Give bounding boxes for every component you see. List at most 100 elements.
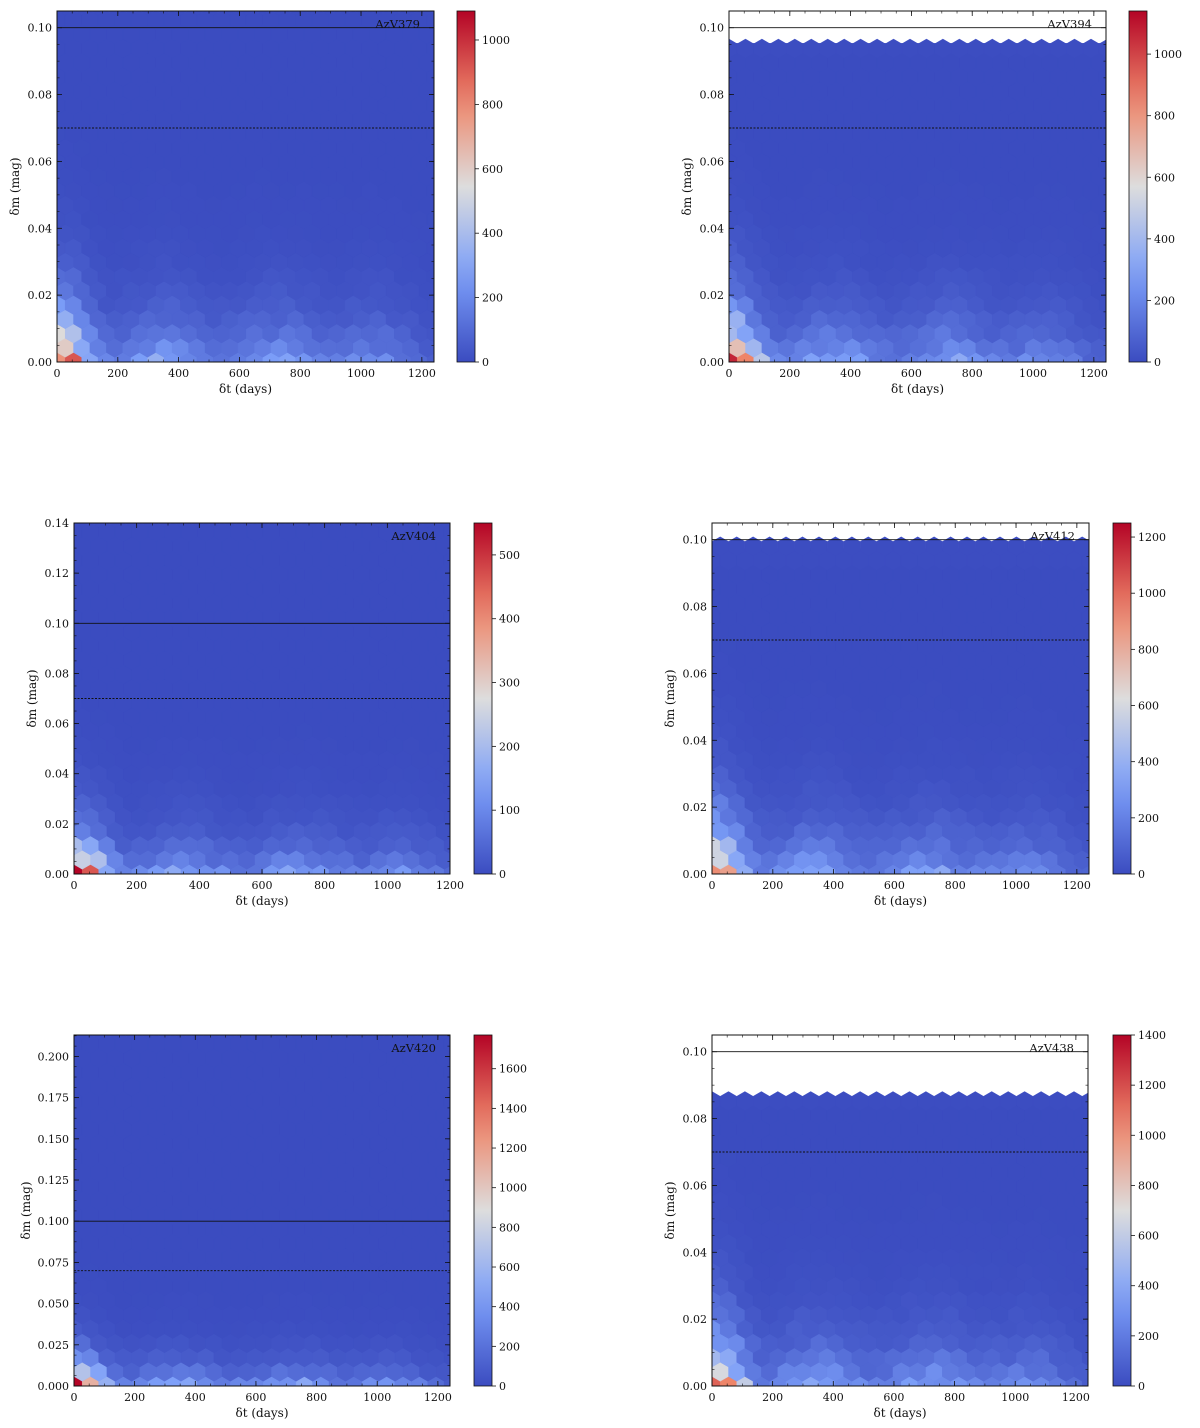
hexbin-cell (90, 1035, 107, 1040)
x-tick-label: 600 (252, 879, 273, 892)
x-tick-label: 400 (185, 1391, 206, 1404)
hexbin-cell (1091, 765, 1107, 784)
hexbin-cell (704, 324, 721, 343)
hexbin-cell (49, 751, 66, 770)
colorbar-tick-label: 400 (1138, 1280, 1159, 1293)
colorbar: 0 200 400 600 800 1000 1200 1400 (1112, 1029, 1166, 1393)
hexbin-cell (453, 1106, 469, 1125)
hexbin-cell (1108, 110, 1124, 129)
star-label: AzV420 (390, 1041, 436, 1055)
hexbin-cell (1091, 850, 1107, 869)
hexbin-cell (687, 1092, 704, 1111)
y-tick-label: 0.100 (38, 1215, 70, 1228)
hexbin-cell (49, 779, 66, 798)
x-axis-label: δt (days) (236, 1406, 289, 1420)
colorbar-tick-label: 100 (499, 804, 520, 817)
colorbar-tick-label: 800 (1138, 643, 1159, 656)
hexbin-cell (74, 1281, 75, 1292)
hexbin-cell (453, 1077, 469, 1096)
colorbar-tick-label: 400 (482, 227, 503, 240)
colorbar-tick-label: 1600 (499, 1063, 527, 1076)
y-tick-label: 0.02 (45, 818, 70, 831)
hexbin-cell (337, 11, 353, 16)
hexbin-cell (687, 637, 704, 656)
hexbin-cell (436, 281, 452, 300)
hexbin-cell (712, 1138, 713, 1149)
colorbar-tick-label: 200 (499, 740, 520, 753)
colorbar-tick-label: 1200 (1138, 1079, 1166, 1092)
hexbin-cell (1091, 822, 1107, 841)
chart-panel-azv438: 0 200 400 600 800 1000 1200 0.00 0.02 0.04 0.06 0.0… (663, 1029, 1166, 1420)
hexbin-cell (206, 523, 222, 528)
hexbin-cell (354, 523, 370, 528)
hexbin-cell (712, 1338, 713, 1349)
hexbin-cell (287, 11, 304, 16)
colorbar-tick-label: 400 (1138, 756, 1159, 769)
hexbin-cell (1091, 1134, 1107, 1153)
hexbin-cell (32, 125, 49, 144)
hexbin-cell (370, 1035, 387, 1040)
hexbin-cell (436, 196, 452, 215)
hexbin-cell (453, 1020, 469, 1039)
hexbin-cell (271, 1035, 288, 1040)
hexbin-cell (49, 1320, 66, 1339)
colorbar-tick-label: 1200 (499, 1142, 527, 1155)
hexbin-cell (32, 39, 49, 58)
hexbin-cell (436, 139, 452, 158)
hexbin-cell (436, 25, 452, 44)
hexbin-cell (156, 1035, 173, 1040)
hexbin-cell (436, 167, 452, 186)
hexbin-cell (712, 1195, 713, 1206)
hexbin-cell (320, 11, 337, 16)
y-tick-label: 0.04 (683, 734, 708, 747)
hexbin-cell (41, 0, 58, 15)
hexbin-cell (453, 1334, 469, 1353)
x-tick-label: 0 (71, 1391, 78, 1404)
hexbin-cell (74, 683, 75, 694)
hexbin-cell (123, 11, 139, 16)
hexbin-cell (729, 314, 730, 325)
y-tick-label: 0.00 (683, 868, 708, 881)
hexbin-cell (419, 1035, 436, 1040)
colorbar: 0 200 400 600 800 1000 (456, 10, 510, 369)
y-tick-label: 0.150 (38, 1133, 70, 1146)
hexbin-cell (453, 822, 469, 841)
hexbin-cell (321, 1035, 337, 1040)
y-tick-label: 0.02 (28, 289, 53, 302)
y-axis-label: δm (mag) (680, 158, 694, 216)
hexbin-cell (321, 523, 337, 528)
y-tick-label: 0.02 (683, 1313, 708, 1326)
y-tick-label: 0.10 (700, 22, 725, 35)
y-tick-label: 0.04 (683, 1246, 708, 1259)
hexbin-cell (453, 793, 469, 812)
colorbar-tick-label: 400 (499, 1301, 520, 1314)
y-tick-label: 0.10 (683, 1046, 708, 1059)
hexbin-cell (288, 1035, 304, 1040)
hexbin-cell (1091, 537, 1107, 556)
x-tick-label: 200 (762, 879, 783, 892)
hexbin-cell (453, 1305, 469, 1324)
x-tick-label: 0 (71, 879, 78, 892)
hexbin-cell (453, 651, 469, 670)
hexbin-cell (453, 537, 469, 556)
hexbin-cell (106, 11, 123, 16)
hexbin-cell (288, 523, 304, 528)
hexbin-cell (704, 267, 721, 286)
hexbin-cell (1091, 1334, 1107, 1353)
hexbin-cell (1091, 1220, 1107, 1239)
colorbar-tick-label: 500 (499, 549, 520, 562)
x-tick-label: 200 (107, 367, 128, 380)
hexbin-cell (337, 1035, 354, 1040)
hexbin-cell (403, 523, 420, 528)
hexbin-cell (1108, 281, 1124, 300)
y-axis-label: δm (mag) (19, 1182, 33, 1240)
y-tick-label: 0.06 (28, 155, 53, 168)
hexbin-cell (1108, 82, 1124, 101)
hexbin-cell (729, 57, 730, 68)
x-tick-label: 400 (840, 367, 861, 380)
hexbin-cell (1108, 224, 1124, 243)
colorbar-tick-label: 1400 (1138, 1029, 1166, 1042)
colorbar-tick-label: 600 (1154, 171, 1175, 184)
y-axis-label: δm (mag) (663, 670, 677, 728)
hexbin-layer (49, 1020, 469, 1386)
